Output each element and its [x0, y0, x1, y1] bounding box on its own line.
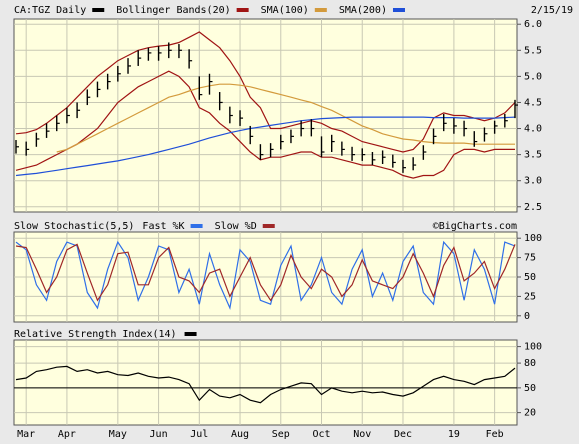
x-tick-label: Nov — [353, 429, 371, 440]
y-tick-label: 50 — [524, 272, 536, 283]
x-tick-label: Feb — [486, 429, 504, 440]
annotation: ©BigCharts.com — [433, 221, 517, 232]
x-tick-label: Jun — [150, 429, 168, 440]
bollinger-upper — [15, 31, 516, 153]
y-tick-label: 50 — [524, 383, 536, 394]
sma-line — [56, 83, 515, 153]
y-tick-label: 100 — [524, 342, 542, 353]
x-tick-label: Dec — [394, 429, 412, 440]
y-tick-label: 4.5 — [524, 97, 542, 108]
legend-label: Fast %K — [142, 221, 184, 232]
y-tick-label: 3.0 — [524, 176, 542, 187]
panel-title: Slow Stochastic(5,5) — [14, 221, 134, 232]
indicator-line — [15, 365, 516, 404]
panel-title: Relative Strength Index(14) — [14, 329, 177, 340]
y-tick-label: 4.0 — [524, 124, 542, 135]
panel — [13, 339, 518, 426]
legend-label: Bollinger Bands(20) — [116, 5, 230, 16]
y-tick-label: 6.0 — [524, 19, 542, 30]
x-tick-label: Jul — [190, 429, 208, 440]
x-tick-label: 19 — [448, 429, 460, 440]
indicator-line — [15, 240, 516, 311]
y-tick-label: 5.5 — [524, 45, 542, 56]
date-label: 2/15/19 — [531, 5, 573, 16]
x-tick-label: Mar — [17, 429, 35, 440]
y-tick-label: 100 — [524, 233, 542, 244]
y-tick-label: 2.5 — [524, 202, 542, 213]
y-tick-label: 25 — [524, 291, 536, 302]
bollinger-lower — [15, 70, 515, 179]
legend-swatch — [392, 8, 405, 12]
legend-label: Slow %D — [215, 221, 257, 232]
legend-label: SMA(200) — [339, 5, 387, 16]
x-tick-label: Apr — [58, 429, 76, 440]
legend-swatch — [190, 224, 203, 228]
legend-label: SMA(100) — [261, 5, 309, 16]
y-tick-label: 80 — [524, 358, 536, 369]
legend-label: CA:TGZ Daily — [14, 5, 86, 16]
x-tick-label: Oct — [312, 429, 330, 440]
x-tick-label: May — [109, 429, 127, 440]
y-tick-label: 75 — [524, 253, 536, 264]
indicator-line — [15, 243, 516, 302]
x-tick-label: Sep — [272, 429, 290, 440]
y-tick-label: 3.5 — [524, 150, 542, 161]
legend-swatch — [236, 8, 249, 12]
legend-swatch — [262, 224, 275, 228]
legend-swatch — [314, 8, 327, 12]
y-tick-label: 20 — [524, 408, 536, 419]
sma-line — [15, 116, 516, 177]
y-tick-label: 5.0 — [524, 71, 542, 82]
panel — [13, 18, 518, 213]
x-tick-label: Aug — [231, 429, 249, 440]
legend-swatch — [184, 332, 197, 336]
y-tick-label: 0 — [524, 311, 530, 322]
legend-swatch — [92, 8, 105, 12]
